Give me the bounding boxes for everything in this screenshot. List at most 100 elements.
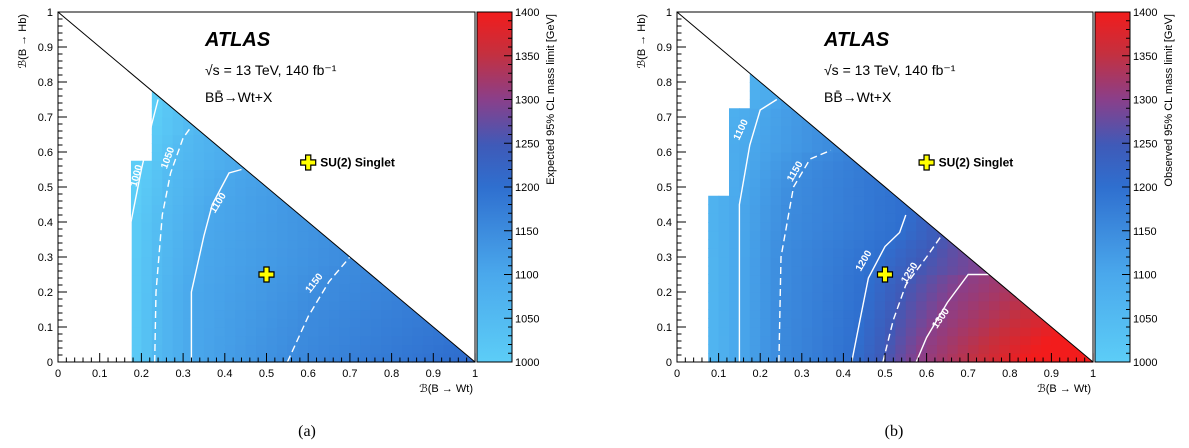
energy-lumi-label: √s = 13 TeV, 140 fb⁻¹ [205,62,337,78]
heatmap-cell [370,344,382,354]
heatmap-cell [812,195,824,206]
heatmap-cell [822,265,834,276]
heatmap-cell [718,230,730,241]
heatmap-cell [937,257,948,267]
heatmap-cell [833,195,844,206]
y-tick-label: 0 [47,357,53,369]
heatmap-cell [781,353,792,363]
heatmap-cell [718,265,730,276]
heatmap-cell [864,239,876,249]
heatmap-cell [822,195,834,206]
x-tick-label: 0.1 [92,368,107,380]
heatmap-cell [1009,318,1021,328]
heatmap-cell [1051,335,1063,346]
heatmap-cell [822,213,834,223]
heatmap-cell [781,283,792,293]
heatmap-cell [791,239,803,249]
heatmap-cell [999,300,1011,311]
heatmap-cell [833,327,844,337]
heatmap-cell [843,204,855,214]
heatmap-cell [214,204,226,214]
heatmap-cell [183,230,195,241]
heatmap-cell [812,274,824,284]
heatmap-cell [885,265,896,276]
heatmap-cell [864,195,876,206]
heatmap-cell [276,257,288,267]
heatmap-cell [760,204,772,214]
heatmap-cell [781,318,792,328]
heatmap-cell [349,274,361,284]
heatmap-cell [770,300,782,311]
heatmap-cell [151,292,163,302]
heatmap-cell [781,327,792,337]
heatmap-cell [770,265,782,276]
heatmap-cell [739,117,751,127]
y-tick-label: 0.6 [38,147,53,159]
heatmap-cell [978,283,990,293]
benchmark-point-cross-icon [258,266,275,283]
heatmap-cell [749,204,761,214]
heatmap-cell [245,309,257,319]
heatmap-cell [235,222,247,232]
heatmap-cell [905,213,917,223]
heatmap-cell [214,353,226,363]
heatmap-cell [833,152,844,162]
heatmap-cell [183,309,195,319]
heatmap-cell [885,230,896,241]
heatmap-cell [370,335,382,346]
heatmap-cell [141,195,153,206]
heatmap-cell [874,265,886,276]
heatmap-cell [402,335,414,346]
heatmap-cell [822,318,834,328]
heatmap-cell [276,318,288,328]
heatmap-cell [718,257,730,267]
heatmap-cell [864,178,876,188]
heatmap-cell [308,292,320,302]
heatmap-cell [718,213,730,223]
heatmap-cell [853,327,865,337]
heatmap-cell [245,283,257,293]
heatmap-cell [183,204,195,214]
heatmap-cell [454,353,466,363]
heatmap-cell [812,248,824,258]
heatmap-cell [391,353,403,363]
heatmap-cell [329,283,341,293]
heatmap-cell [843,160,855,171]
heatmap-cell [718,248,730,258]
heatmap-cell [172,195,184,206]
heatmap-cell [905,309,917,319]
colorbar-tick-label: 1150 [515,226,539,238]
heatmap-cell [172,309,184,319]
colorbar-tick-label: 1250 [515,138,539,150]
heatmap-cell [739,230,751,241]
heatmap-cell [947,265,959,276]
heatmap-cell [183,187,195,197]
heatmap-cell [162,152,174,162]
heatmap-cell [801,125,813,136]
heatmap-cell [318,265,330,276]
heatmap-cell [749,82,761,92]
heatmap-cell [729,222,740,232]
heatmap-cell [193,292,205,302]
heatmap-cell [1051,344,1063,354]
heatmap-cell [999,309,1011,319]
heatmap-cell [864,335,876,346]
heatmap-cell [853,353,865,363]
heatmap-cell [183,300,195,311]
heatmap-cell [224,239,236,249]
heatmap-cell [749,108,761,118]
heatmap-cell [770,309,782,319]
heatmap-cell [203,204,215,214]
heatmap-cell [957,265,969,276]
heatmap-cell [739,108,751,118]
heatmap-cell [864,187,876,197]
heatmap-cell [318,344,330,354]
heatmap-cell [193,195,205,206]
heatmap-cell [193,353,205,363]
heatmap-cell [833,283,844,293]
panel-caption: (b) [885,423,904,440]
heatmap-cell [297,353,309,363]
heatmap-cell [130,327,142,337]
heatmap-cell [812,239,824,249]
